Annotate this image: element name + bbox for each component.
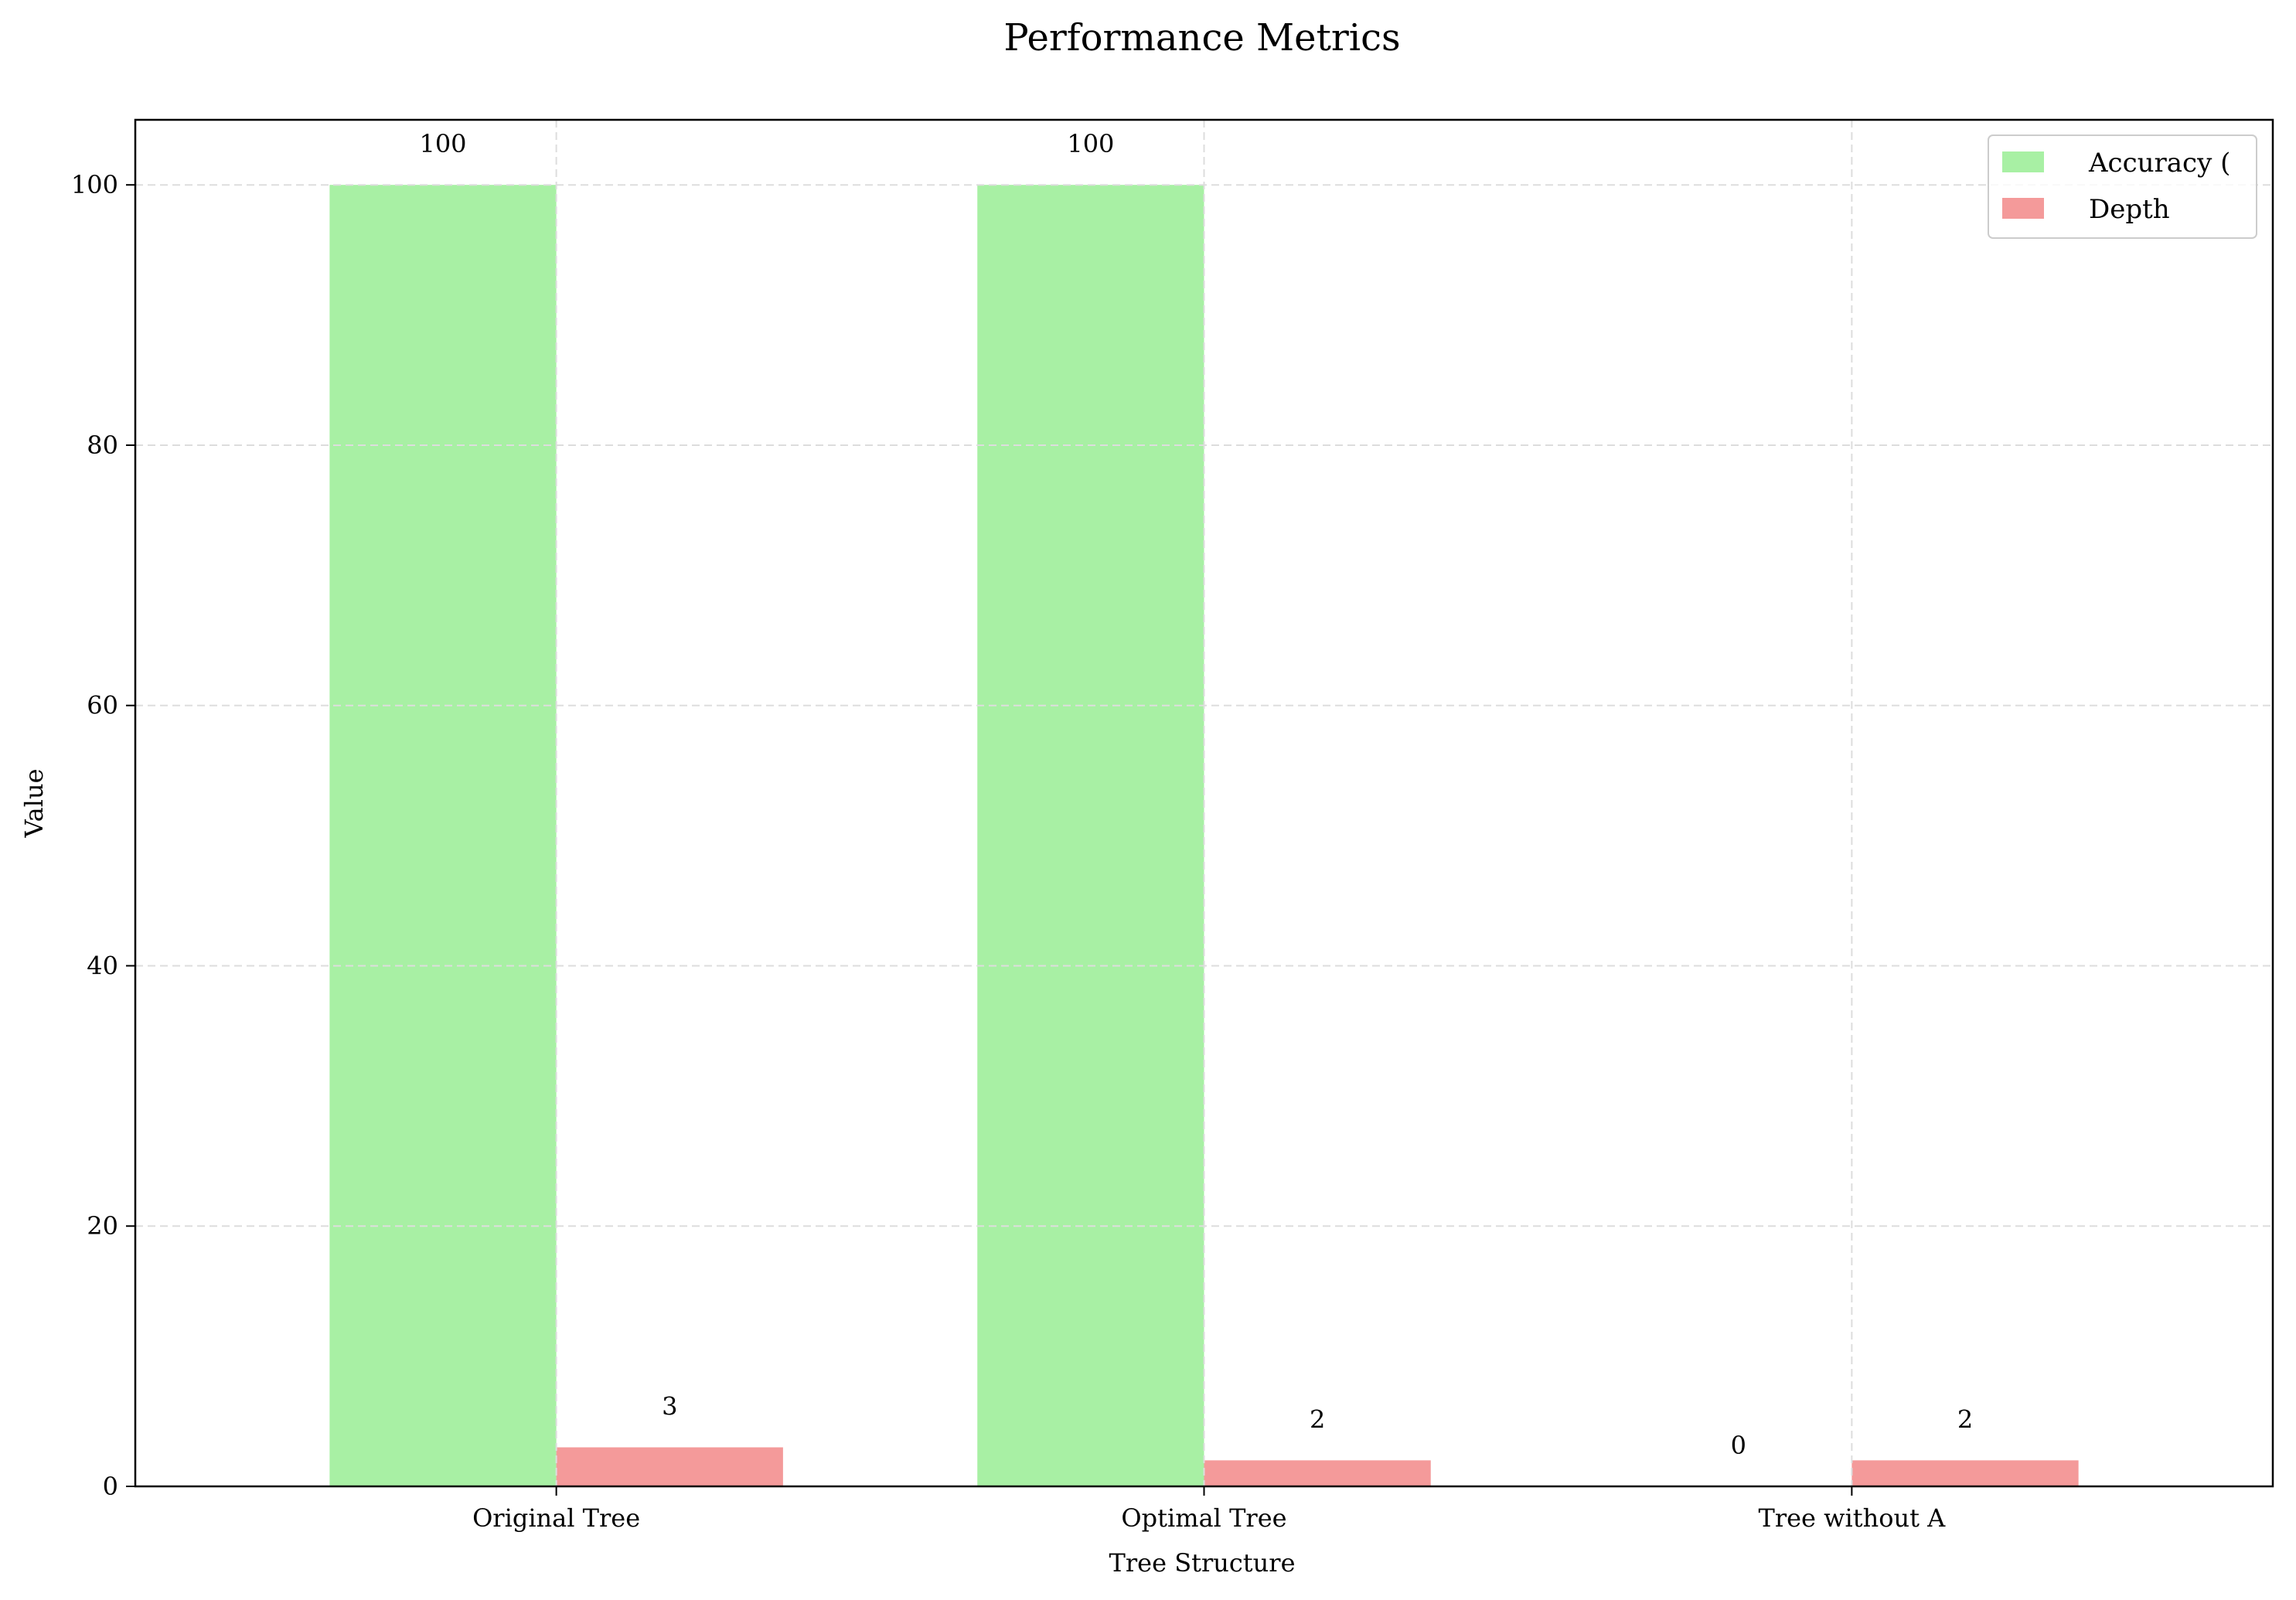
x-tick-label: Optimal Tree bbox=[1121, 1503, 1286, 1533]
legend-label-depth: Depth bbox=[2089, 194, 2170, 225]
x-tick-label: Tree without A bbox=[1758, 1503, 1946, 1533]
x-tick-label: Original Tree bbox=[472, 1503, 640, 1533]
x-axis: Original Tree Optimal Tree Tree without A bbox=[472, 1486, 1946, 1533]
data-label: 2 bbox=[1957, 1404, 1973, 1434]
legend-swatch-accuracy bbox=[2002, 151, 2044, 172]
data-label: 3 bbox=[662, 1391, 677, 1421]
data-label: 0 bbox=[1731, 1431, 1746, 1460]
data-label: 100 bbox=[1067, 129, 1114, 158]
bars bbox=[329, 185, 2079, 1487]
bar-depth bbox=[1851, 1460, 2079, 1486]
y-axis-label: Value bbox=[19, 768, 49, 838]
data-label: 2 bbox=[1310, 1404, 1325, 1434]
bar-depth bbox=[1204, 1460, 1431, 1486]
y-tick-label: 80 bbox=[87, 431, 118, 460]
chart-title: Performance Metrics bbox=[1003, 16, 1400, 60]
y-tick-label: 20 bbox=[87, 1211, 118, 1241]
x-axis-label: Tree Structure bbox=[1109, 1548, 1296, 1578]
bar-depth bbox=[556, 1447, 783, 1486]
bar-accuracy bbox=[329, 185, 557, 1487]
bar-accuracy bbox=[977, 185, 1204, 1487]
legend-box bbox=[1988, 134, 2257, 239]
y-axis: 0 20 40 60 80 100 bbox=[71, 170, 135, 1501]
legend-swatch-depth bbox=[2002, 198, 2044, 219]
y-tick-label: 0 bbox=[103, 1472, 118, 1501]
data-label: 100 bbox=[419, 129, 466, 158]
y-tick-label: 100 bbox=[71, 170, 118, 199]
y-tick-label: 60 bbox=[87, 691, 118, 720]
data-labels: 100 100 0 3 2 2 bbox=[419, 129, 1973, 1460]
legend-label-accuracy: Accuracy ( bbox=[2088, 148, 2230, 179]
y-tick-label: 40 bbox=[87, 951, 118, 980]
legend: Accuracy ( Depth bbox=[1988, 134, 2257, 239]
